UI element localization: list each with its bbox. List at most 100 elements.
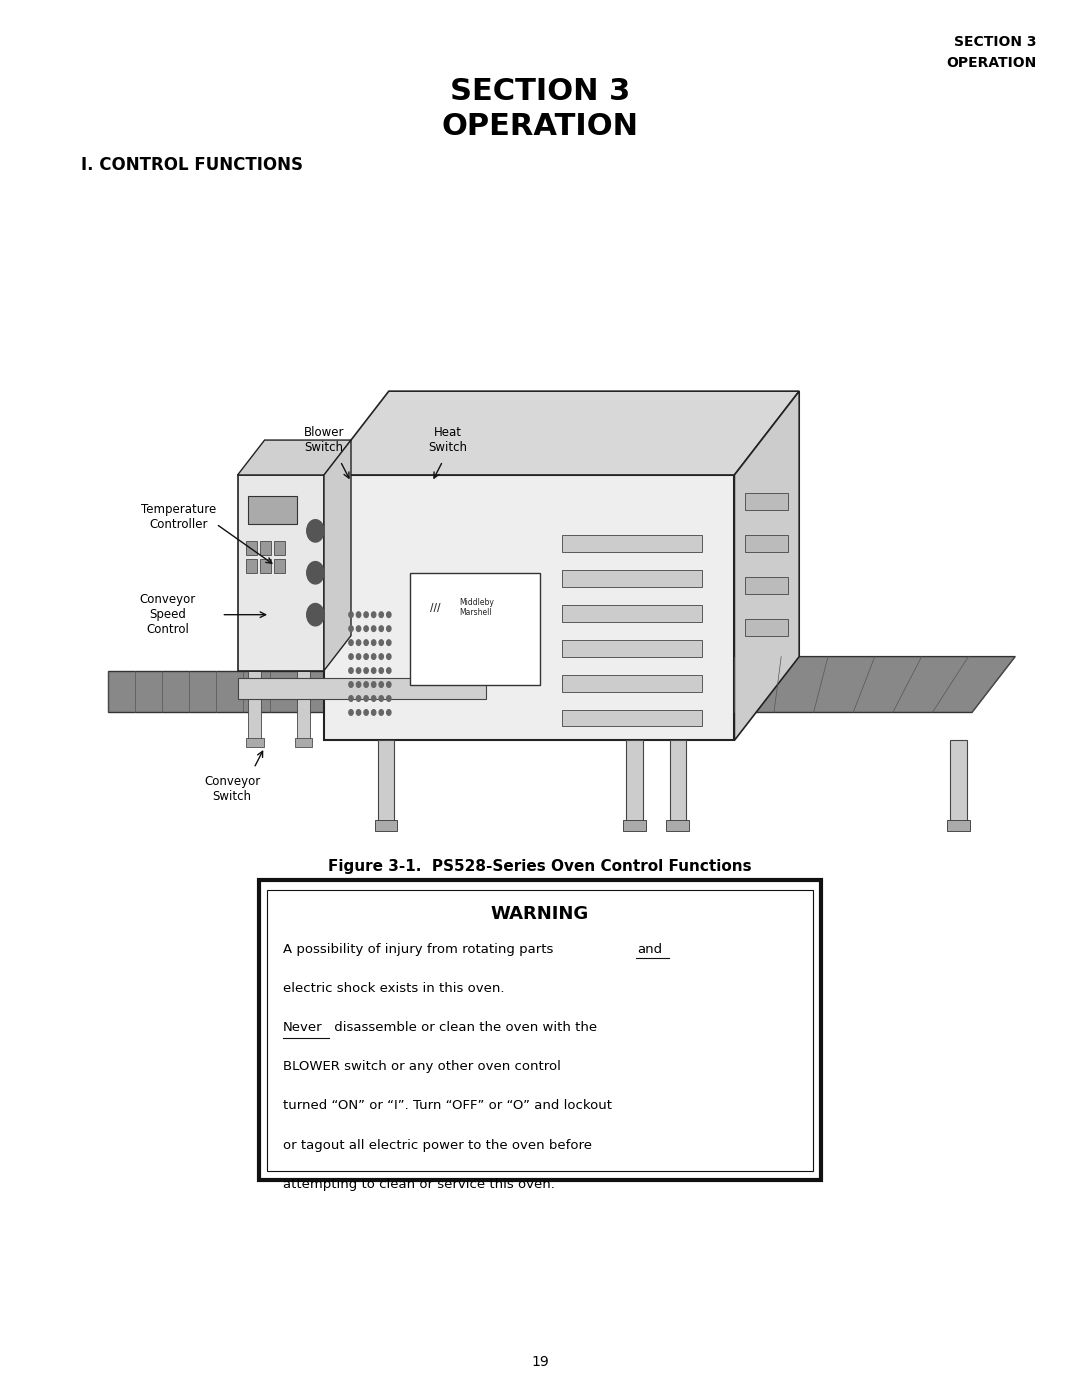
FancyBboxPatch shape [562,535,702,552]
FancyBboxPatch shape [562,570,702,587]
Text: OPERATION: OPERATION [442,112,638,141]
Circle shape [379,710,383,715]
FancyBboxPatch shape [267,890,813,1171]
Polygon shape [324,391,799,475]
FancyBboxPatch shape [274,559,285,573]
Text: Conveyor
Switch: Conveyor Switch [204,775,260,803]
Text: Never: Never [283,1021,323,1034]
Circle shape [379,682,383,687]
Circle shape [387,696,391,701]
Circle shape [356,612,361,617]
FancyBboxPatch shape [259,880,821,1180]
Text: ///: /// [430,602,441,613]
Polygon shape [734,657,1015,712]
Text: I. CONTROL FUNCTIONS: I. CONTROL FUNCTIONS [81,156,303,175]
FancyBboxPatch shape [623,820,646,831]
Circle shape [387,668,391,673]
Polygon shape [238,678,486,698]
Circle shape [349,612,353,617]
FancyBboxPatch shape [297,671,310,740]
Polygon shape [324,475,734,740]
Circle shape [364,654,368,659]
Text: turned “ON” or “I”. Turn “OFF” or “O” and lockout: turned “ON” or “I”. Turn “OFF” or “O” an… [283,1099,612,1112]
Circle shape [387,640,391,645]
Circle shape [349,696,353,701]
FancyBboxPatch shape [246,541,257,555]
Circle shape [356,626,361,631]
Circle shape [364,710,368,715]
FancyBboxPatch shape [626,740,643,824]
Text: Conveyor
Speed
Control: Conveyor Speed Control [139,594,195,636]
Circle shape [364,668,368,673]
Circle shape [372,612,376,617]
FancyBboxPatch shape [410,573,540,685]
FancyBboxPatch shape [248,671,261,740]
Text: SECTION 3: SECTION 3 [955,35,1037,49]
FancyBboxPatch shape [260,559,271,573]
Circle shape [307,562,324,584]
Circle shape [364,612,368,617]
Circle shape [364,682,368,687]
Polygon shape [734,391,799,740]
Circle shape [387,710,391,715]
FancyBboxPatch shape [562,675,702,692]
FancyBboxPatch shape [745,577,788,594]
Polygon shape [324,440,351,671]
Text: and: and [637,943,662,956]
Text: or tagout all electric power to the oven before: or tagout all electric power to the oven… [283,1139,592,1151]
Circle shape [387,612,391,617]
FancyBboxPatch shape [670,740,686,824]
Circle shape [349,626,353,631]
Text: SECTION 3: SECTION 3 [450,77,630,106]
FancyBboxPatch shape [950,740,967,824]
Text: attempting to clean or service this oven.: attempting to clean or service this oven… [283,1178,555,1190]
Text: Middleby
Marshell: Middleby Marshell [459,598,494,617]
Circle shape [349,682,353,687]
Circle shape [372,654,376,659]
Circle shape [349,710,353,715]
FancyBboxPatch shape [260,541,271,555]
Circle shape [349,654,353,659]
Circle shape [387,626,391,631]
FancyBboxPatch shape [745,493,788,510]
Circle shape [349,668,353,673]
FancyBboxPatch shape [745,619,788,636]
Circle shape [356,696,361,701]
Text: Figure 3-1.  PS528-Series Oven Control Functions: Figure 3-1. PS528-Series Oven Control Fu… [328,859,752,875]
Circle shape [307,604,324,626]
FancyBboxPatch shape [248,496,297,524]
Circle shape [364,626,368,631]
Circle shape [379,668,383,673]
Circle shape [372,668,376,673]
FancyBboxPatch shape [562,710,702,726]
Polygon shape [238,440,351,475]
Text: disassemble or clean the oven with the: disassemble or clean the oven with the [330,1021,597,1034]
Circle shape [379,626,383,631]
Text: OPERATION: OPERATION [946,56,1037,70]
Text: Heat
Switch: Heat Switch [429,426,468,454]
Text: Temperature
Controller: Temperature Controller [140,503,216,531]
Circle shape [379,640,383,645]
FancyBboxPatch shape [246,559,257,573]
Text: A possibility of injury from rotating parts: A possibility of injury from rotating pa… [283,943,557,956]
Circle shape [372,640,376,645]
Circle shape [356,710,361,715]
Polygon shape [238,475,324,671]
FancyBboxPatch shape [378,740,394,824]
Text: 19: 19 [531,1355,549,1369]
FancyBboxPatch shape [246,738,264,747]
FancyBboxPatch shape [666,820,689,831]
Circle shape [372,696,376,701]
Circle shape [364,640,368,645]
Text: electric shock exists in this oven.: electric shock exists in this oven. [283,982,504,995]
Text: BLOWER switch or any other oven control: BLOWER switch or any other oven control [283,1060,561,1073]
FancyBboxPatch shape [375,820,397,831]
Circle shape [379,654,383,659]
Circle shape [372,626,376,631]
Circle shape [387,654,391,659]
Text: WARNING: WARNING [491,905,589,923]
Circle shape [387,682,391,687]
Circle shape [307,520,324,542]
FancyBboxPatch shape [295,738,312,747]
Circle shape [364,696,368,701]
